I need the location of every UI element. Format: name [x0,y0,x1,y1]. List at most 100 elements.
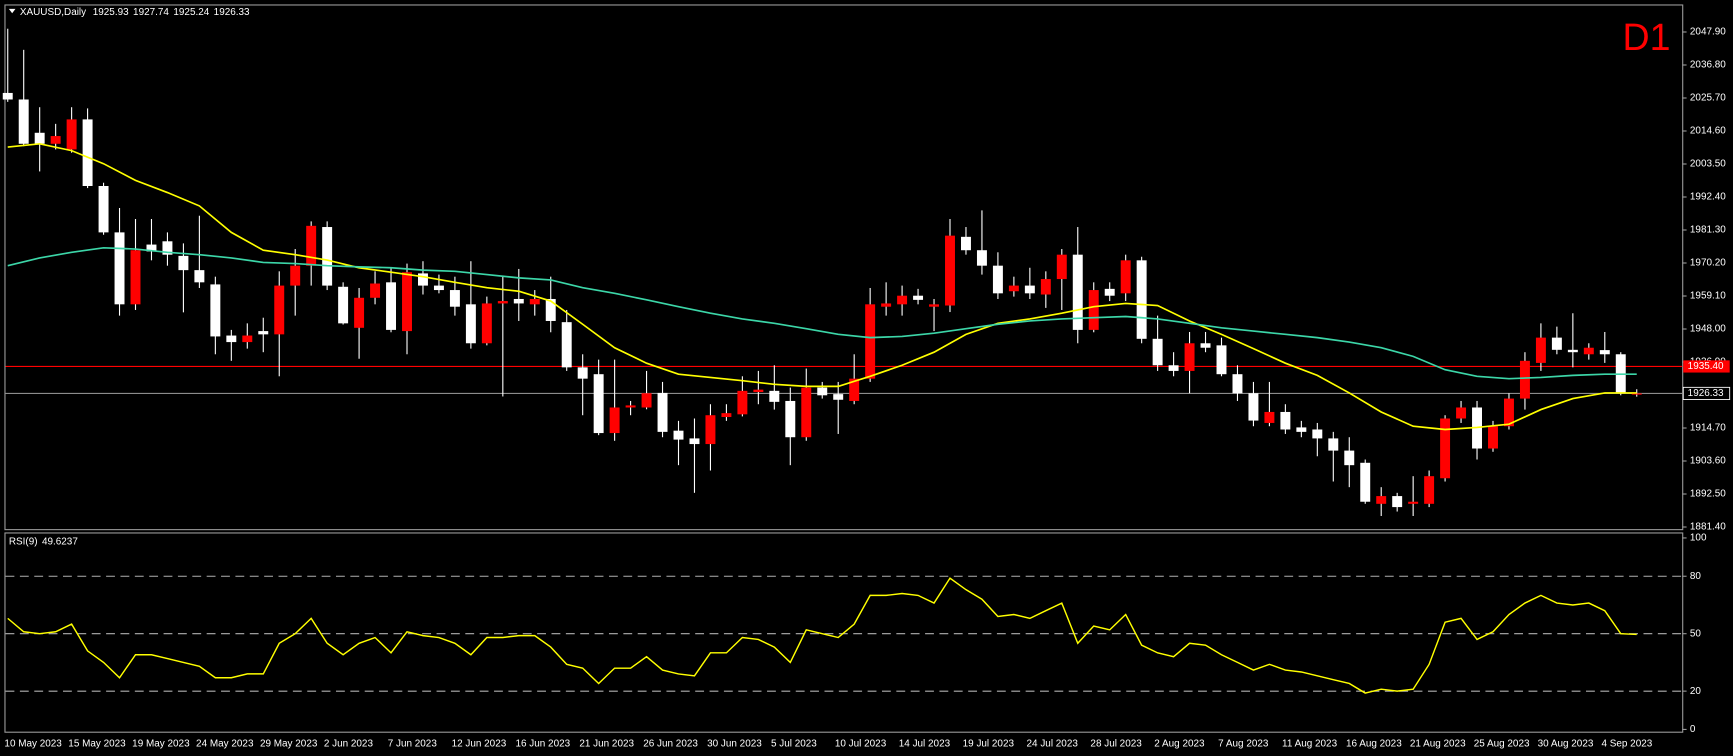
y-tick-label: 1881.40 [1690,522,1726,533]
candle-body [1040,279,1051,295]
candle-body [386,282,397,330]
x-tick-label: 12 Jun 2023 [452,738,507,749]
x-tick-label: 29 May 2023 [260,738,318,749]
candle-body [833,394,844,400]
candle-body [1248,393,1259,421]
x-tick-label: 10 Jul 2023 [835,738,887,749]
candle-body [1599,350,1610,355]
candle-body [1056,254,1067,280]
low-value: 1925.24 [173,7,209,18]
rsi-panel [4,532,1684,733]
x-tick-label: 11 Aug 2023 [1282,738,1338,749]
candle-body [481,303,492,344]
menu-triangle[interactable] [8,8,16,14]
candle-body [1424,476,1435,504]
candle-body [242,335,253,343]
candle-body [1408,501,1419,504]
candle-body [976,250,987,266]
x-tick-label: 21 Jun 2023 [579,738,634,749]
candle-body [34,132,45,144]
y-tick-label: 1903.60 [1690,456,1726,467]
candle-body [130,250,141,305]
y-tick-label: 2047.90 [1690,27,1726,38]
candle-body [402,272,412,332]
candle-body [785,400,796,438]
candle-body [1136,260,1147,339]
rsi-tick-label: 80 [1690,571,1702,582]
candle-body [753,389,764,393]
candle-body [1392,496,1403,508]
candle-body [1104,288,1115,296]
candle-body [1008,285,1019,292]
candle-body [1280,411,1291,430]
candle-body [306,225,317,266]
candle-body [290,265,301,286]
candle-body [1456,407,1467,419]
rsi-value: 49.6237 [42,536,78,547]
candle-body [1567,349,1578,353]
x-tick-label: 19 May 2023 [132,738,190,749]
candle-body [689,438,700,445]
x-tick-label: 2 Aug 2023 [1154,738,1205,749]
candle-body [1376,496,1387,504]
candle-body [1024,285,1035,294]
y-tick-label: 2003.50 [1690,159,1726,170]
candle-body [1488,426,1498,449]
rsi-tick-label: 50 [1690,628,1702,639]
candle-body [146,244,157,252]
level-label: 1935.40 [1688,361,1724,372]
y-tick-label: 1948.00 [1690,324,1726,335]
candle-body [1344,450,1355,466]
x-tick-label: 30 Jun 2023 [707,738,762,749]
candle-body [593,374,604,434]
x-tick-label: 16 Jun 2023 [515,738,570,749]
x-tick-label: 24 Jul 2023 [1027,738,1079,749]
y-tick-label: 1914.70 [1690,423,1726,434]
candle-body [1631,393,1642,395]
candle-body [913,295,924,300]
x-tick-label: 30 Aug 2023 [1538,738,1594,749]
x-tick-label: 10 May 2023 [4,738,62,749]
x-tick-label: 21 Aug 2023 [1410,738,1466,749]
candle-body [417,273,428,286]
candle-body [338,286,349,324]
x-tick-label: 2 Jun 2023 [324,738,374,749]
candle-body [801,387,812,438]
y-tick-label: 2036.80 [1690,60,1726,71]
y-tick-label: 1892.50 [1690,489,1726,500]
candle-body [194,270,205,283]
x-tick-label: 14 Jul 2023 [899,738,951,749]
candle-body [1264,411,1275,423]
candle-body [545,298,556,321]
rsi-line [7,577,1637,694]
rsi-tick-label: 20 [1690,686,1702,697]
candle-body [960,236,971,251]
chart-header: XAUUSD,Daily 1925.93 1927.74 1925.24 1926.33 [20,7,250,18]
candle-body [513,298,524,304]
rsi-tick-label: 0 [1690,724,1696,735]
candle-body [178,255,189,271]
candle-body [529,298,540,305]
candle-body [625,405,636,408]
candle-body [18,99,29,144]
candle-body [465,304,476,344]
y-tick-label: 1959.10 [1690,291,1726,302]
candle-body [1440,418,1451,479]
candle-body [641,393,652,408]
candle-body [865,304,876,379]
candle-body [1232,374,1243,394]
candle-body [370,283,381,298]
symbol-title: XAUUSD,Daily [20,7,86,18]
y-tick-label: 1970.20 [1690,258,1726,269]
x-tick-label: 25 Aug 2023 [1474,738,1530,749]
candle-body [1184,343,1195,371]
candle-body [2,92,13,100]
candle-body [577,367,588,379]
rsi-title: RSI(9) [9,536,38,547]
rsi-tick-label: 100 [1690,533,1707,544]
candle-body [673,430,684,440]
candle-body [1360,462,1371,502]
moving-average-line [7,142,1637,431]
candle-body [881,303,892,307]
x-tick-label: 26 Jun 2023 [643,738,698,749]
